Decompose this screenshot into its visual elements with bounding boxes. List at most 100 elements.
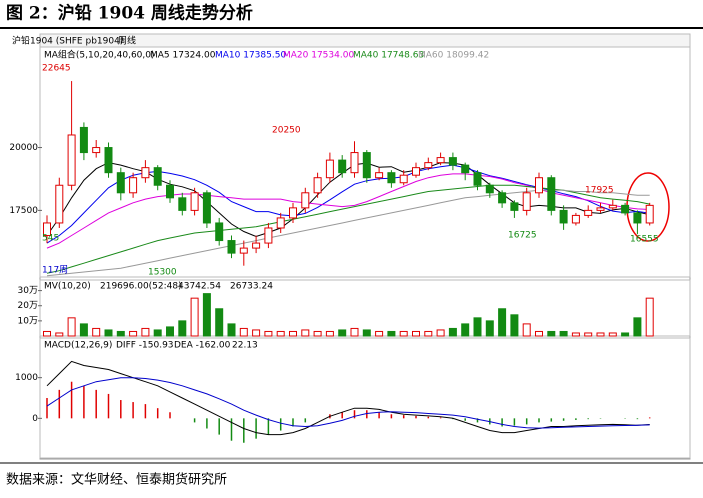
volume-bar <box>412 330 420 337</box>
y-tick-label: 0 <box>32 414 38 424</box>
volume-bar <box>362 329 371 337</box>
volume-bar <box>535 330 543 337</box>
panel-name: MV(10,20) <box>44 282 91 292</box>
candle-body <box>547 177 556 211</box>
y-tick-label: 30万 <box>18 286 38 296</box>
price-annotation: 16555 <box>630 235 659 245</box>
volume-bar <box>252 329 261 337</box>
legend-entry: MA40 17748.63 <box>353 51 424 61</box>
volume-bar <box>510 314 519 337</box>
volume-bar <box>227 323 236 337</box>
volume-bar <box>215 308 224 337</box>
volume-bar <box>166 326 174 337</box>
line <box>46 377 650 429</box>
volume-bar <box>43 330 51 337</box>
volume-bar <box>473 317 482 337</box>
period: 周线 <box>118 35 136 47</box>
legend-entry: DEA -162.00 <box>174 341 231 351</box>
volume-bar <box>424 330 433 337</box>
candle-body <box>190 192 199 211</box>
legend-entry: MA60 18099.42 <box>418 51 489 61</box>
price-annotation: 22645 <box>42 64 71 74</box>
volume-bar <box>571 332 580 337</box>
volume-bar <box>289 330 297 337</box>
price-annotation: 20250 <box>272 126 301 136</box>
volume-bar <box>301 329 310 337</box>
y-tick-label: 17500 <box>9 206 38 216</box>
candle-body <box>645 204 654 224</box>
candle-body <box>412 167 420 176</box>
candle-body <box>289 207 297 219</box>
volume-bar <box>522 323 531 337</box>
volume-bar <box>67 317 76 337</box>
volume-bar <box>399 330 408 337</box>
price-annotation: 17925 <box>585 186 614 196</box>
volume-bar <box>608 332 617 337</box>
toolbar <box>39 33 691 48</box>
candle-body <box>313 177 322 194</box>
candle-body <box>522 192 531 211</box>
price-annotation: 16725 <box>508 231 537 241</box>
candle-body <box>67 134 76 186</box>
volume-bar <box>461 323 470 337</box>
candle-body <box>104 147 113 174</box>
line <box>46 360 650 436</box>
chart-frame <box>39 33 691 460</box>
macd-panel <box>39 337 691 459</box>
candle-body <box>510 202 519 211</box>
candle-body <box>436 157 445 164</box>
price-annotation: 545 <box>42 234 59 244</box>
volume-bar <box>325 330 334 337</box>
legend-title: MA组合(5,10,20,40,60,0) <box>44 49 155 61</box>
legend-entry: DIFF -150.93 <box>116 341 174 351</box>
candle-body <box>227 240 236 254</box>
legend-entry: MA5 17324.00 <box>150 51 216 61</box>
candle-body <box>621 204 630 214</box>
price-panel <box>39 46 691 278</box>
volume-bar <box>313 330 322 337</box>
candle-body <box>325 159 334 179</box>
volume-bar <box>116 330 125 337</box>
macd-value: 22.13 <box>232 341 258 351</box>
volume-bar <box>559 330 568 337</box>
volume-bar <box>264 330 273 337</box>
volume-bar <box>633 317 642 337</box>
candle-body <box>79 126 88 154</box>
volume-bar <box>239 327 248 337</box>
volume-bar <box>141 327 150 337</box>
candle-body <box>362 152 371 179</box>
candle-body <box>584 209 593 216</box>
legend-entry: MA10 17385.50 <box>215 51 286 61</box>
candle-body <box>608 204 617 209</box>
candle-body <box>55 184 64 224</box>
volume-bar <box>92 327 101 337</box>
y-tick-label: 20000 <box>9 143 38 153</box>
candle-body <box>338 159 347 174</box>
volume-bar <box>498 308 507 337</box>
volume-bar <box>129 330 138 337</box>
volume-bar <box>596 332 605 337</box>
candle-body <box>264 227 273 244</box>
volume-bar <box>387 330 396 337</box>
panel-value: 219696.00(52:48) <box>100 282 182 292</box>
candle-body <box>178 197 187 211</box>
candle-body <box>276 217 285 229</box>
volume-bar <box>436 329 445 337</box>
y-tick-label: 10万 <box>18 316 38 326</box>
volume-bar <box>375 330 384 337</box>
candle-body <box>252 242 261 249</box>
candle-body <box>215 222 224 242</box>
volume-bar <box>350 327 359 337</box>
candle-body <box>498 192 507 204</box>
candle-body <box>301 192 310 209</box>
candle-body <box>633 212 642 224</box>
volume-bar <box>55 332 64 337</box>
candle-body <box>116 172 125 194</box>
contract-name: 沪铅1904 (SHFE pb1904) <box>12 35 123 47</box>
candle-body <box>239 247 248 254</box>
volume-bar <box>645 297 654 337</box>
volume-bar <box>104 329 113 337</box>
candle-body <box>596 207 605 211</box>
volume-bar <box>153 329 162 337</box>
